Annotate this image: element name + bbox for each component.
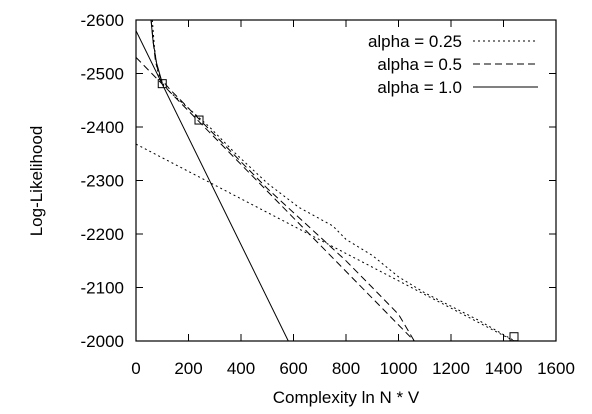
x-tick-label: 1000 (380, 359, 418, 378)
y-tick-labels: -2600 -2500 -2400 -2300 -2200 -2100 -2000 (81, 11, 124, 351)
x-tick-label: 600 (279, 359, 307, 378)
plot-frame (135, 19, 557, 342)
series-2-point-marker (157, 79, 167, 89)
legend: alpha = 0.25 alpha = 0.5 alpha = 1.0 (368, 32, 538, 97)
y-tick-label: -2400 (81, 118, 124, 137)
x-tick-label: 800 (332, 359, 360, 378)
series-2-curve (150, 20, 163, 84)
x-tick-labels: 0 200 400 600 800 1000 1200 1400 1600 (131, 359, 575, 378)
tick-marks (135, 19, 557, 342)
x-tick-label: 200 (174, 359, 202, 378)
series-2-tangent-line (136, 30, 289, 341)
series-layer (136, 20, 516, 341)
legend-label: alpha = 0.25 (368, 32, 462, 51)
series-0-curve (151, 20, 516, 341)
x-tick-label: 0 (131, 359, 140, 378)
x-tick-label: 400 (227, 359, 255, 378)
legend-label: alpha = 0.5 (377, 55, 462, 74)
series-1-tangent-line (136, 57, 415, 341)
x-tick-label: 1200 (432, 359, 470, 378)
series-1-point-marker (194, 115, 204, 125)
y-tick-label: -2300 (81, 172, 124, 191)
y-tick-label: -2600 (81, 11, 124, 30)
y-tick-label: -2500 (81, 65, 124, 84)
y-tick-label: -2200 (81, 225, 124, 244)
x-tick-label: 1400 (485, 359, 523, 378)
y-tick-label: -2000 (81, 332, 124, 351)
y-axis-label: Log-Likelihood (27, 126, 46, 237)
series-1-curve (150, 20, 415, 341)
series-0-tangent-line (136, 143, 516, 341)
legend-label: alpha = 1.0 (377, 78, 462, 97)
marker-layer (157, 79, 519, 342)
y-tick-label: -2100 (81, 279, 124, 298)
x-tick-label: 1600 (537, 359, 575, 378)
x-axis-label: Complexity ln N * V (273, 388, 420, 407)
